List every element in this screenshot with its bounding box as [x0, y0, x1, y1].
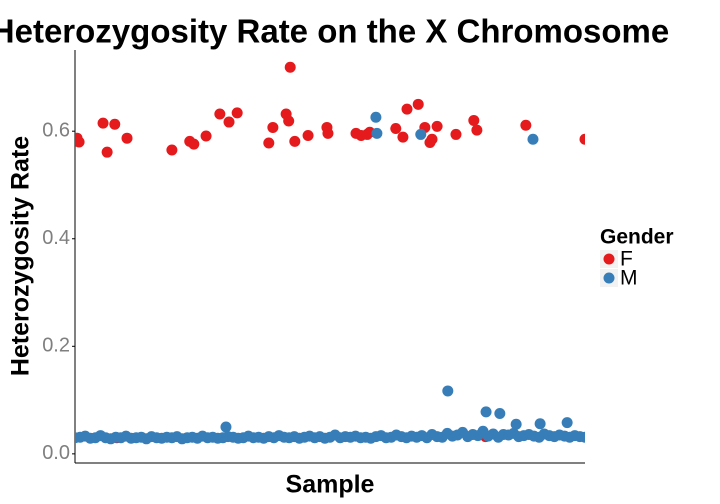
point	[214, 108, 226, 120]
point	[166, 144, 178, 156]
plot-panel	[75, 61, 585, 445]
point	[289, 135, 301, 147]
point	[302, 130, 314, 142]
point	[412, 98, 424, 110]
point	[284, 61, 296, 73]
point	[370, 111, 382, 123]
y-tick-label: 0.4	[42, 227, 70, 249]
y-tick-label: 0.6	[42, 119, 70, 141]
point	[442, 385, 454, 397]
point	[223, 116, 235, 128]
legend-label: F	[620, 248, 633, 271]
point	[431, 120, 443, 132]
point	[471, 124, 483, 136]
point	[75, 136, 85, 148]
point	[401, 103, 413, 115]
point	[97, 117, 109, 129]
point	[263, 137, 275, 149]
point	[231, 107, 243, 119]
y-axis-title: Heterozygosity Rate	[7, 136, 35, 376]
y-tick-label: 0.2	[42, 335, 70, 357]
point	[188, 138, 200, 150]
point	[397, 131, 409, 143]
legend-label: M	[620, 267, 638, 290]
x-axis-title: Sample	[286, 471, 375, 499]
point	[534, 418, 546, 430]
point	[510, 418, 522, 430]
point	[200, 130, 212, 142]
point	[579, 431, 585, 443]
point	[527, 133, 539, 145]
point	[121, 132, 133, 144]
point	[561, 417, 573, 429]
point	[468, 114, 480, 126]
point	[267, 121, 279, 133]
point	[283, 115, 295, 127]
point	[450, 128, 462, 140]
chart-title: Heterozygosity Rate on the X Chromosome	[0, 13, 669, 50]
legend-key	[603, 253, 615, 265]
legend-title: Gender	[600, 226, 674, 249]
point	[109, 118, 121, 130]
legend-key	[603, 272, 615, 284]
point	[426, 133, 438, 145]
point	[371, 127, 383, 139]
point	[101, 146, 113, 158]
point	[480, 406, 492, 418]
y-tick-label: 0.0	[42, 442, 70, 464]
point	[579, 133, 585, 145]
point	[322, 127, 334, 139]
point	[415, 128, 427, 140]
point	[220, 421, 232, 433]
point	[390, 123, 402, 135]
point	[520, 119, 532, 131]
point	[494, 408, 506, 420]
